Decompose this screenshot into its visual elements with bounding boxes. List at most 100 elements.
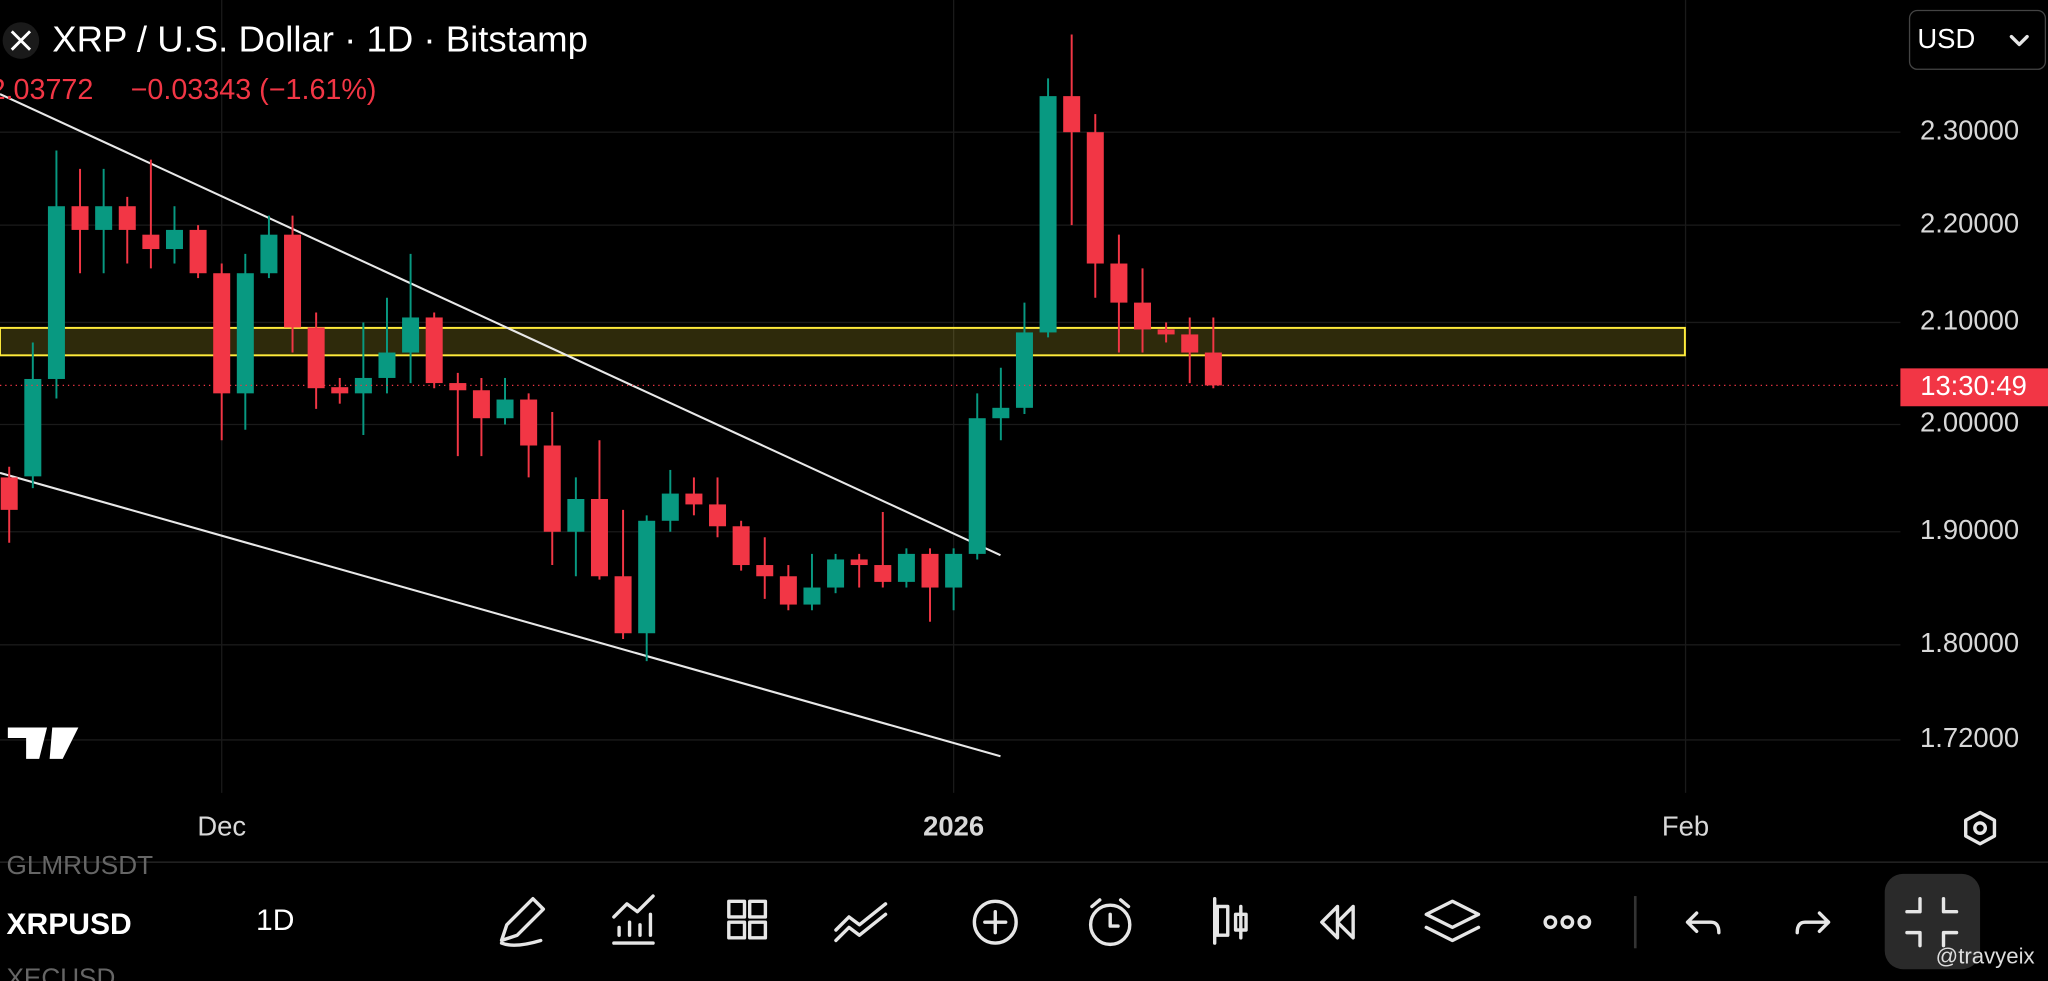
trend-line — [0, 471, 1001, 758]
candle-body — [827, 559, 845, 588]
y-tick-label: 2.30000 — [1920, 114, 2019, 145]
watermark: @travyeix — [1936, 943, 2035, 968]
candle-body — [189, 229, 207, 274]
candle-body — [874, 565, 892, 582]
layouts[interactable] — [727, 899, 768, 940]
close-icon — [10, 30, 32, 51]
candle-body — [968, 418, 986, 554]
chart-title: XRP / U.S. Dollar · 1D · Bitstamp — [52, 19, 588, 60]
add-icon — [983, 910, 1008, 935]
x-tick-label: Dec — [197, 810, 246, 841]
fullscreen-icon — [1905, 896, 1959, 948]
candle-body — [1039, 96, 1057, 333]
candle-body — [803, 587, 821, 605]
more-dot — [1560, 915, 1575, 930]
supply-zone — [0, 326, 1686, 357]
y-tick-label: 1.72000 — [1920, 722, 2019, 753]
candle-body — [0, 477, 18, 510]
candle-body — [638, 520, 656, 634]
redo[interactable] — [1795, 911, 1831, 935]
candle-body — [921, 553, 939, 588]
candle-body — [1204, 352, 1222, 386]
candle-body — [567, 498, 585, 532]
candle-body — [897, 553, 915, 582]
y-tick-label: 2.00000 — [1920, 407, 2019, 438]
price-change: −0.03343 (−1.61%) — [131, 74, 377, 106]
candle-body — [331, 387, 349, 394]
candle-body — [1063, 96, 1081, 133]
replay[interactable] — [1320, 904, 1355, 940]
candle-body — [992, 407, 1010, 419]
candle-body — [24, 378, 42, 477]
candle-body — [260, 234, 278, 274]
toolbar-icons — [499, 873, 1981, 970]
symbol-item[interactable]: GLMRUSDT — [7, 850, 154, 880]
interval-button[interactable]: 1D — [256, 904, 294, 937]
currency: USD — [1917, 23, 1975, 54]
compare[interactable] — [834, 902, 888, 943]
indicators[interactable] — [612, 894, 655, 945]
candle-body — [95, 206, 113, 230]
undo[interactable] — [1685, 911, 1721, 935]
alert-icon — [1090, 898, 1131, 928]
candle-body — [1110, 263, 1128, 303]
candle-body — [378, 352, 396, 378]
candle-body — [590, 498, 608, 577]
alert[interactable] — [1088, 903, 1132, 947]
candle-body — [779, 576, 797, 605]
currency-select[interactable] — [1908, 9, 2047, 70]
y-tick-label: 2.20000 — [1920, 207, 2019, 238]
chart-type[interactable] — [1212, 896, 1248, 945]
candle-body — [284, 234, 302, 328]
candle-body — [850, 559, 868, 566]
x-tick-label: 2026 — [923, 810, 984, 841]
more[interactable] — [1543, 915, 1558, 930]
more-dot — [1577, 915, 1592, 930]
candle-body — [614, 576, 632, 634]
symbol-item[interactable]: XECUSD — [7, 963, 116, 981]
candle-body — [71, 206, 89, 230]
candle-body — [756, 565, 774, 577]
candle-body — [47, 206, 65, 379]
chevron — [2009, 34, 2029, 47]
draw-tool[interactable] — [499, 896, 546, 947]
candle-body — [945, 553, 963, 588]
countdown-tag — [1900, 368, 2048, 407]
candle-body — [165, 229, 183, 250]
y-tick-label: 2.10000 — [1920, 305, 2019, 336]
candle-body — [402, 317, 420, 353]
candle-body — [472, 390, 490, 419]
candle-body — [236, 273, 254, 394]
x-tick-label: Feb — [1662, 810, 1709, 841]
candle-body — [354, 377, 372, 394]
candle-body — [709, 504, 727, 527]
candle-body — [520, 399, 538, 446]
candle-body — [425, 317, 443, 384]
candle-body — [496, 399, 514, 419]
logo — [7, 727, 79, 759]
grid — [0, 0, 1901, 793]
trend-line — [0, 93, 1001, 557]
candle-body — [1181, 334, 1199, 353]
candle-body — [213, 273, 231, 394]
symbol-item[interactable]: XRPUSD — [7, 908, 132, 941]
settings-button[interactable] — [1964, 810, 1997, 846]
candle-body — [1157, 329, 1175, 335]
candle-body — [1134, 302, 1152, 330]
candle-body — [661, 493, 679, 521]
candle-body — [685, 493, 703, 505]
candle-body — [1015, 332, 1033, 408]
candles — [0, 34, 1901, 662]
candle-body — [142, 234, 160, 250]
candle-body — [118, 206, 136, 230]
candle-body — [543, 445, 561, 532]
candle-body — [307, 327, 325, 389]
y-tick-label: 1.90000 — [1920, 514, 2019, 545]
add[interactable] — [972, 899, 1018, 945]
candle-body — [449, 383, 467, 391]
object-tree[interactable] — [1424, 899, 1481, 943]
y-tick-label: 1.80000 — [1920, 627, 2019, 658]
fullscreen-button[interactable] — [1884, 873, 1981, 970]
candle-body — [732, 526, 750, 566]
